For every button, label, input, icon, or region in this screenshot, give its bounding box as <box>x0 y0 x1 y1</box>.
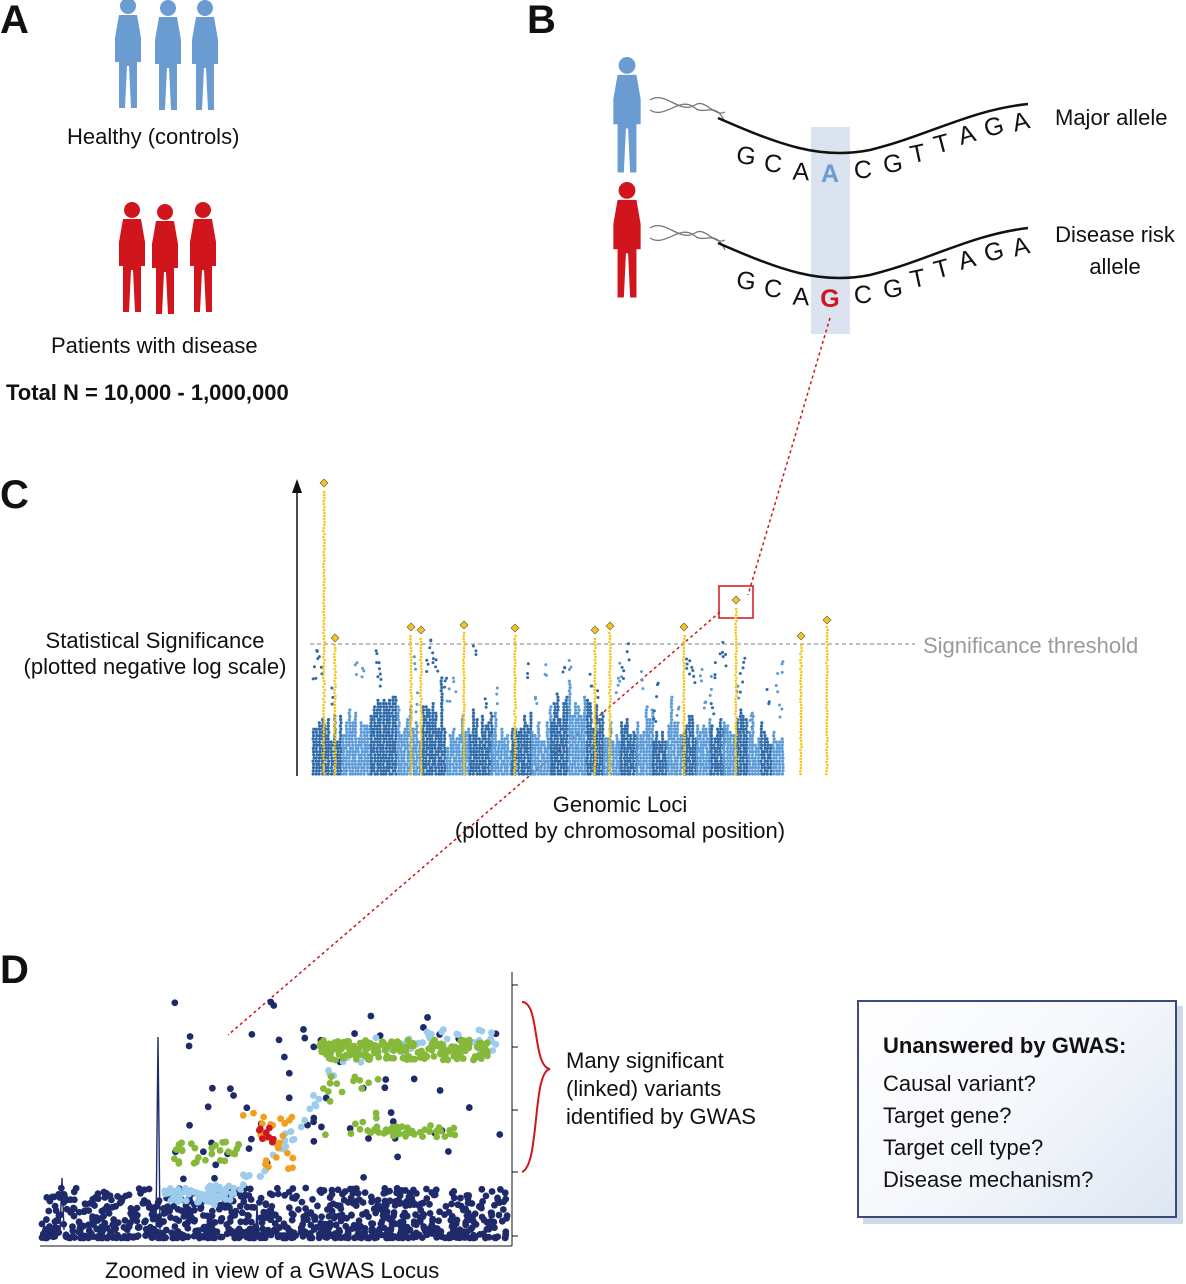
callout-title: Unanswered by GWAS: <box>883 1030 1175 1062</box>
annotation-line2: (linked) variants <box>566 1076 721 1102</box>
risk-allele-label-2: allele <box>1045 254 1185 280</box>
major-seq-letter-5: G <box>880 149 906 181</box>
healthy-person-icon <box>613 57 640 173</box>
locus-scatter <box>39 999 511 1242</box>
controls-label: Healthy (controls) <box>67 124 239 150</box>
y-axis-arrow-icon <box>292 479 302 493</box>
annotation-line1: Many significant <box>566 1048 724 1074</box>
locus-caption: Zoomed in view of a GWAS Locus <box>105 1258 439 1284</box>
patients-label: Patients with disease <box>51 333 258 359</box>
unanswered-callout: Unanswered by GWAS: Causal variant? Targ… <box>857 1000 1177 1218</box>
x-axis-label-line2: (plotted by chromosomal position) <box>420 818 820 844</box>
callout-item-target-gene: Target gene? <box>883 1100 1175 1132</box>
connector-b-to-c <box>748 318 830 595</box>
major-seq-letter-2: A <box>789 157 812 187</box>
major-seq-letter-0: G <box>733 141 759 173</box>
risk-seq-letter-5: G <box>880 274 906 306</box>
y-axis-label-line2: (plotted negative log scale) <box>20 654 290 680</box>
controls-people-icon <box>115 0 218 110</box>
major-seq-letter-3: A <box>819 160 841 189</box>
major-seq-letter-4: C <box>851 155 875 185</box>
risk-allele-label-1: Disease risk <box>1045 222 1185 248</box>
y-axis-label-line1: Statistical Significance <box>20 628 290 654</box>
patients-people-icon <box>119 202 216 314</box>
manhattan-plot <box>311 479 831 776</box>
risk-seq-letter-3: G <box>819 285 841 314</box>
dna-helix-icon-1 <box>650 98 725 122</box>
annotation-line3: identified by GWAS <box>566 1104 756 1130</box>
risk-seq-letter-2: A <box>789 282 812 312</box>
risk-seq-letter-0: G <box>733 266 759 298</box>
risk-seq-letter-1: C <box>761 274 785 305</box>
patient-person-icon <box>613 182 640 298</box>
x-axis-label-line1: Genomic Loci <box>420 792 820 818</box>
significant-bracket <box>522 1002 550 1172</box>
threshold-label: Significance threshold <box>923 633 1138 659</box>
callout-item-target-cell-type: Target cell type? <box>883 1132 1175 1164</box>
callout-item-disease-mechanism: Disease mechanism? <box>883 1164 1175 1196</box>
dna-helix-icon-2 <box>650 226 725 250</box>
total-n-label: Total N = 10,000 - 1,000,000 <box>6 380 289 406</box>
major-allele-label: Major allele <box>1055 105 1168 131</box>
locus-y-ticks <box>512 985 518 1236</box>
major-seq-letter-1: C <box>761 149 785 180</box>
risk-seq-letter-4: C <box>851 280 875 310</box>
callout-item-causal-variant: Causal variant? <box>883 1068 1175 1100</box>
